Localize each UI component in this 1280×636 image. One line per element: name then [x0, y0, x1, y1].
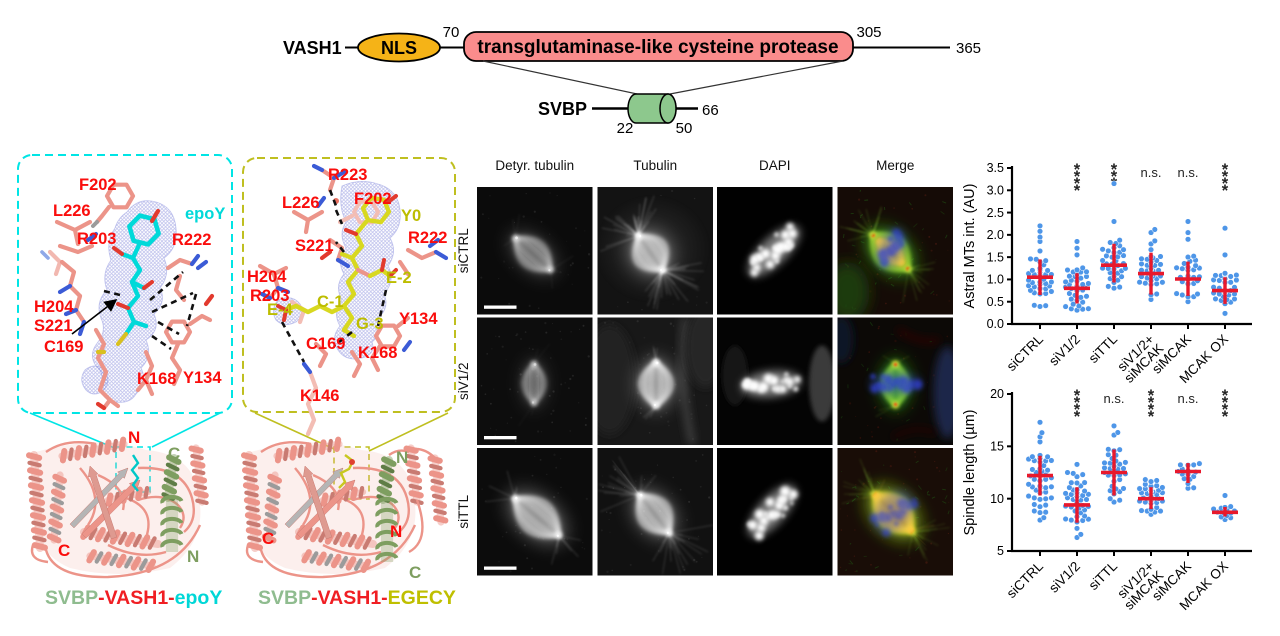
svg-text:N: N	[396, 448, 408, 467]
svg-text:DAPI: DAPI	[759, 158, 791, 173]
svg-text:*: *	[1111, 161, 1118, 179]
svg-text:NLS: NLS	[381, 38, 417, 58]
svg-text:365: 365	[956, 40, 981, 57]
svg-text:R203: R203	[250, 287, 289, 305]
svg-text:*: *	[1074, 387, 1081, 405]
svg-text:0.5: 0.5	[987, 295, 1004, 309]
svg-text:E-4: E-4	[267, 301, 294, 319]
svg-text:H204: H204	[34, 298, 74, 316]
svg-text:siV1/2: siV1/2	[456, 362, 471, 400]
svg-text:R203: R203	[77, 230, 116, 248]
svg-text:*: *	[1074, 161, 1081, 179]
svg-text:n.s.: n.s.	[1141, 165, 1162, 180]
svg-text:epoY: epoY	[185, 205, 225, 223]
svg-text:2.5: 2.5	[987, 206, 1004, 220]
svg-text:SVBP-VASH1-epoY: SVBP-VASH1-epoY	[45, 587, 222, 609]
svg-text:C: C	[168, 444, 180, 463]
svg-text:S221: S221	[295, 237, 334, 255]
svg-text:*: *	[1148, 408, 1155, 426]
svg-text:*: *	[1222, 408, 1229, 426]
svg-text:70: 70	[443, 24, 460, 41]
svg-text:1.5: 1.5	[987, 250, 1004, 264]
svg-text:E-2: E-2	[386, 269, 412, 287]
svg-text:N: N	[187, 547, 199, 566]
svg-text:C169: C169	[44, 338, 83, 356]
svg-text:*: *	[1074, 408, 1081, 426]
svg-text:20: 20	[990, 387, 1004, 401]
svg-text:F202: F202	[79, 176, 117, 194]
svg-text:305: 305	[856, 24, 881, 41]
svg-text:*: *	[1074, 401, 1081, 419]
svg-text:1.0: 1.0	[987, 273, 1004, 287]
svg-text:Y0: Y0	[401, 207, 421, 225]
svg-text:L226: L226	[282, 194, 320, 212]
svg-text:15: 15	[990, 440, 1004, 454]
svg-text:Detyr. tubulin: Detyr. tubulin	[495, 158, 574, 173]
svg-text:K146: K146	[300, 387, 339, 405]
svg-text:Tubulin: Tubulin	[633, 158, 677, 173]
svg-text:SVBP: SVBP	[538, 99, 587, 119]
svg-text:K168: K168	[358, 344, 397, 362]
svg-text:*: *	[1222, 394, 1229, 412]
svg-text:R222: R222	[408, 229, 447, 247]
svg-text:*: *	[1111, 168, 1118, 186]
svg-text:0.0: 0.0	[987, 317, 1004, 331]
svg-text:N: N	[390, 522, 402, 541]
svg-text:N: N	[128, 428, 140, 447]
svg-text:*: *	[1074, 168, 1081, 186]
svg-text:*: *	[1074, 175, 1081, 193]
svg-text:C169: C169	[306, 335, 345, 353]
svg-text:3.5: 3.5	[987, 161, 1004, 175]
svg-text:H204: H204	[247, 268, 287, 286]
svg-text:Astral MTs int. (AU): Astral MTs int. (AU)	[962, 184, 978, 309]
svg-text:C: C	[58, 541, 70, 560]
svg-text:C: C	[409, 563, 421, 582]
svg-text:50: 50	[676, 120, 693, 137]
svg-text:22: 22	[617, 120, 634, 137]
svg-text:5: 5	[997, 544, 1004, 558]
svg-text:*: *	[1222, 387, 1229, 405]
svg-text:K168: K168	[137, 370, 176, 388]
svg-text:*: *	[1148, 401, 1155, 419]
svg-text:C: C	[262, 529, 274, 548]
svg-text:C-1: C-1	[317, 293, 344, 311]
svg-text:Y134: Y134	[183, 369, 222, 387]
svg-text:3.0: 3.0	[987, 183, 1004, 197]
svg-text:siTTL: siTTL	[456, 494, 471, 528]
svg-text:66: 66	[702, 102, 719, 119]
svg-text:2.0: 2.0	[987, 228, 1004, 242]
svg-text:*: *	[1148, 394, 1155, 412]
svg-text:*: *	[1222, 182, 1229, 200]
svg-text:*: *	[1222, 175, 1229, 193]
svg-text:F202: F202	[354, 190, 392, 208]
svg-text:Y134: Y134	[399, 310, 438, 328]
svg-text:*: *	[1074, 394, 1081, 412]
svg-text:n.s.: n.s.	[1104, 391, 1125, 406]
svg-text:n.s.: n.s.	[1178, 391, 1199, 406]
svg-text:R223: R223	[328, 166, 367, 184]
svg-text:transglutaminase-like cysteine: transglutaminase-like cysteine protease	[477, 37, 838, 58]
svg-text:n.s.: n.s.	[1178, 165, 1199, 180]
svg-text:siCTRL: siCTRL	[456, 228, 471, 273]
svg-text:*: *	[1222, 161, 1229, 179]
svg-text:VASH1: VASH1	[283, 38, 342, 58]
svg-text:SVBP-VASH1-EGECY: SVBP-VASH1-EGECY	[258, 587, 456, 609]
svg-text:R222: R222	[172, 231, 211, 249]
svg-text:*: *	[1222, 168, 1229, 186]
svg-text:S221: S221	[34, 317, 73, 335]
svg-text:*: *	[1148, 387, 1155, 405]
svg-text:Spindle length (µm): Spindle length (µm)	[962, 409, 978, 535]
svg-text:10: 10	[990, 492, 1004, 506]
svg-text:*: *	[1074, 182, 1081, 200]
svg-text:Merge: Merge	[876, 158, 914, 173]
svg-text:*: *	[1222, 401, 1229, 419]
svg-text:G-3: G-3	[356, 315, 384, 333]
svg-text:L226: L226	[53, 202, 91, 220]
